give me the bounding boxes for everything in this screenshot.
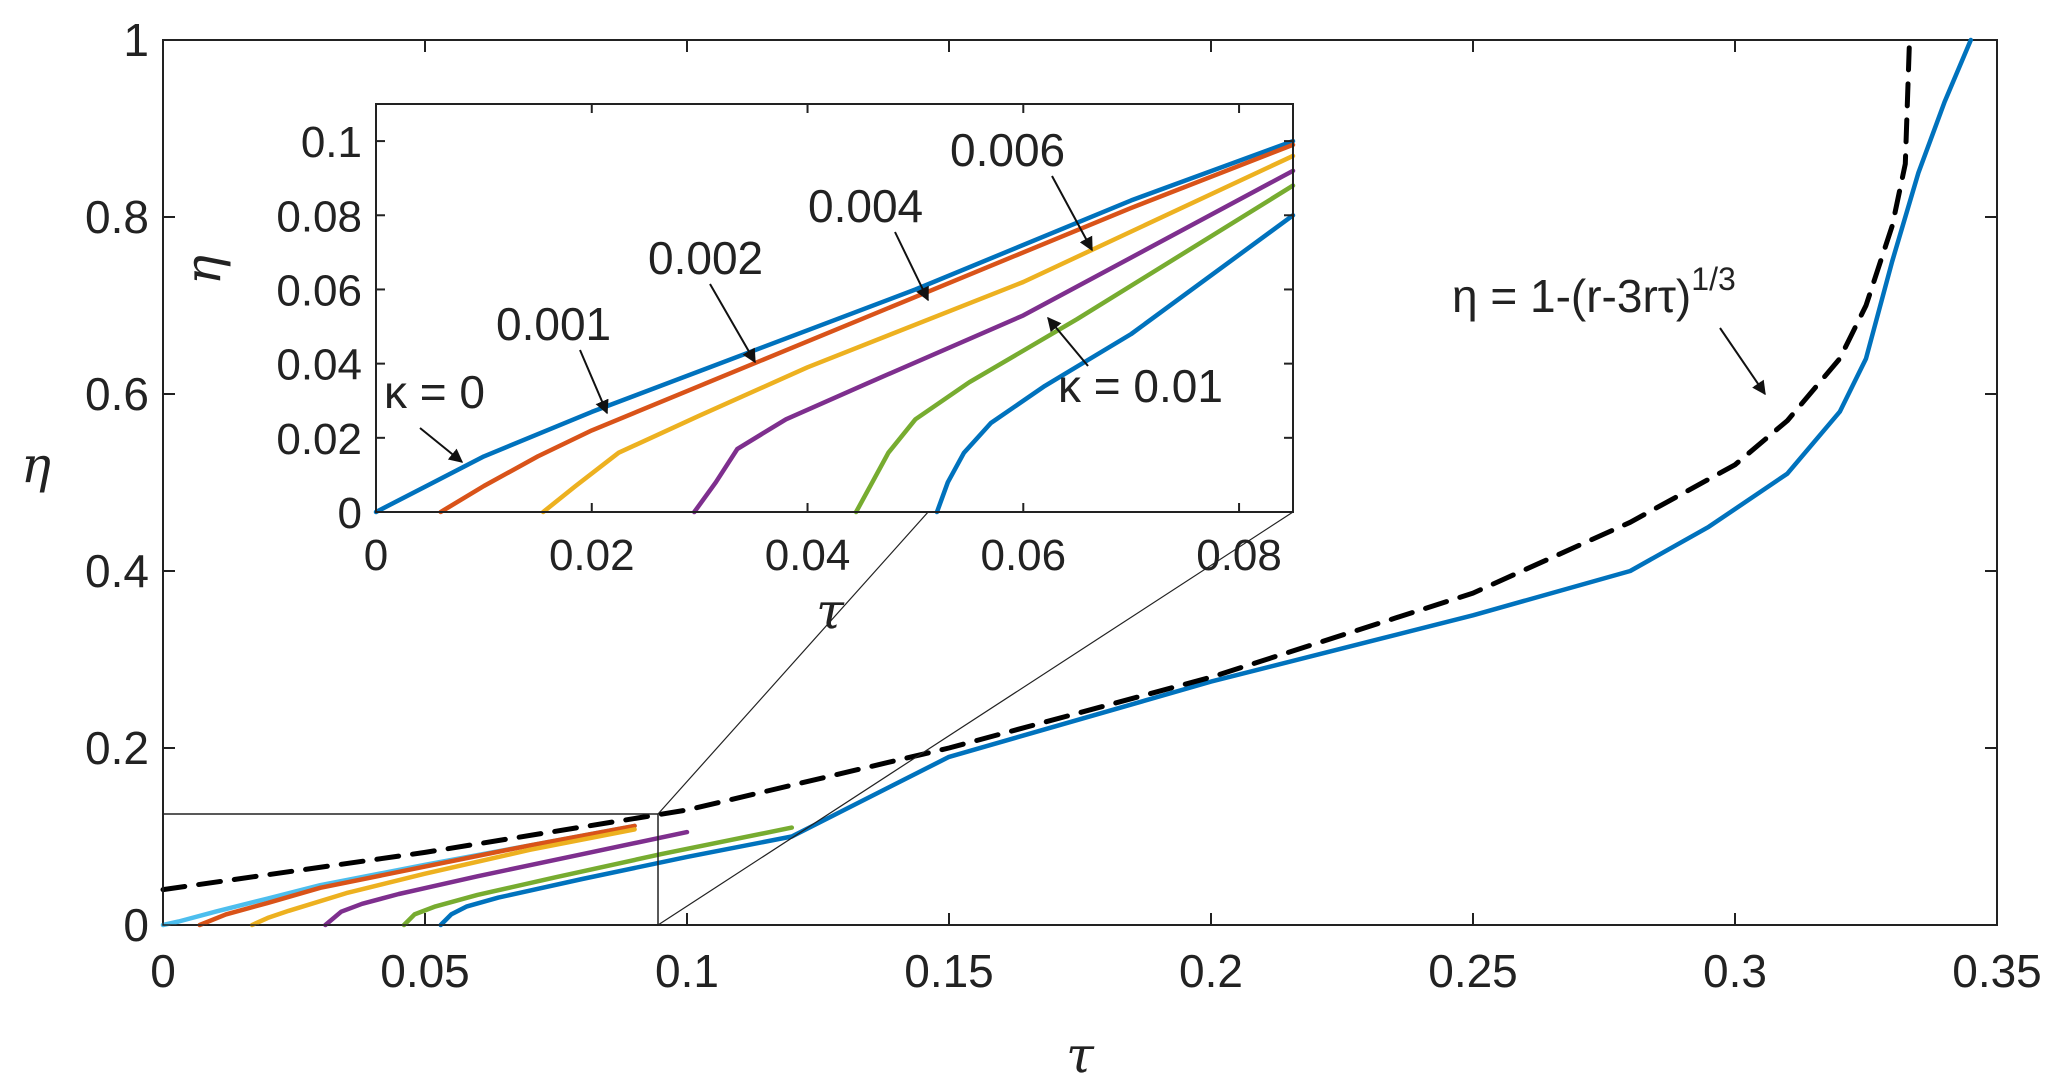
- main-y-tick-label: 1: [123, 14, 149, 66]
- formula-annotation: η = 1-(r-3rτ)1/3: [1452, 261, 1736, 322]
- kappa-0006-arrow: [1051, 175, 1093, 252]
- zoom-region-box: [162, 813, 659, 926]
- kappa-0002-arrow: [709, 283, 756, 364]
- inset-y-tick-label: 0.06: [276, 266, 362, 315]
- main-x-tick-label: 0.2: [1179, 945, 1243, 997]
- formula-exponent: 1/3: [1691, 261, 1735, 297]
- main-x-tick-label: 0.35: [1952, 945, 2042, 997]
- formula-text: η = 1-(r-3rτ): [1452, 270, 1691, 322]
- kappa-0002-label: 0.002: [648, 232, 763, 284]
- inset-y-tick-label: 0: [338, 489, 362, 538]
- main-y-tick-label: 0.6: [85, 368, 149, 420]
- main-y-tick-label: 0.2: [85, 722, 149, 774]
- main-x-tick-label: 0.25: [1428, 945, 1518, 997]
- inset-plot-frame: [375, 103, 1294, 513]
- inset-series-0-line: [373, 138, 1296, 515]
- kappa-0001-label: 0.001: [496, 298, 611, 350]
- main-series-6-line: [160, 37, 1912, 893]
- kappa-0001-arrow: [579, 349, 609, 415]
- main-x-tick-label: 0.05: [380, 945, 470, 997]
- kappa-0-label: κ = 0: [384, 366, 485, 418]
- kappa-001-arrow: [1047, 316, 1089, 367]
- inset-x-tick-label: 0.02: [549, 531, 635, 580]
- inset-x-tick-label: 0.04: [765, 531, 851, 580]
- main-x-axis-label: τ: [1066, 1026, 1095, 1084]
- main-y-tick-label: 0.8: [85, 191, 149, 243]
- inset-y-tick-label: 0.04: [276, 341, 362, 390]
- inset-series-2-line: [540, 153, 1296, 515]
- main-x-tick-label: 0.15: [904, 945, 994, 997]
- kappa-0-arrow: [419, 427, 464, 463]
- inset-x-tick-label: 0.08: [1196, 531, 1282, 580]
- main-series-1-line: [197, 823, 637, 928]
- inset-y-tick-label: 0.02: [276, 415, 362, 464]
- kappa-001-label: κ = 0.01: [1058, 360, 1223, 412]
- main-series-5-line: [438, 37, 1974, 928]
- main-x-tick-label: 0.3: [1703, 945, 1767, 997]
- inset-x-tick-label: 0: [364, 531, 388, 580]
- inset-series-1-line: [438, 142, 1296, 515]
- main-y-tick-label: 0.4: [85, 545, 149, 597]
- main-plot: 0 0.05 0.1 0.15 0.2 0.25 0.3 0.35 0 0.2 0.4 0.6 0.8 1…: [21, 14, 2042, 1084]
- inset-series-3-line: [692, 168, 1296, 515]
- main-series-3-line: [323, 829, 690, 928]
- inset-y-tick-label: 0.1: [301, 118, 362, 167]
- formula-arrow: [1719, 327, 1766, 396]
- inset-series-4-line: [853, 183, 1296, 515]
- main-series-4-line: [401, 825, 795, 928]
- kappa-0004-arrow: [894, 231, 929, 302]
- kappa-0006-label: 0.006: [950, 124, 1065, 176]
- main-series-2-line: [249, 827, 637, 928]
- main-y-axis-label: η: [21, 436, 51, 494]
- inset-background: [376, 104, 1293, 512]
- main-plot-frame: [162, 39, 1998, 926]
- zoom-connector-bottom: [657, 511, 1294, 926]
- inset-y-tick-label: 0.08: [276, 192, 362, 241]
- main-y-tick-label: 0: [123, 899, 149, 951]
- main-x-tick-label: 0.1: [655, 945, 719, 997]
- inset-x-axis-label: τ: [816, 582, 845, 640]
- kappa-0004-label: 0.004: [808, 180, 923, 232]
- inset-series-5-line: [934, 213, 1296, 515]
- inset-y-axis-label: η: [174, 255, 232, 285]
- main-x-tick-label: 0: [150, 945, 176, 997]
- inset-x-tick-label: 0.06: [980, 531, 1066, 580]
